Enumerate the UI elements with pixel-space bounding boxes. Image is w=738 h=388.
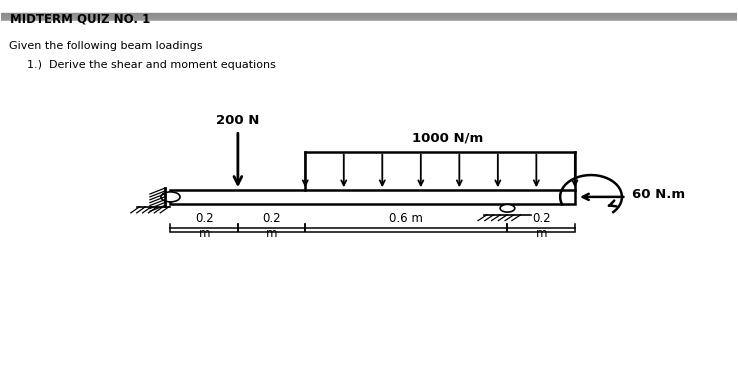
Text: 1.)  Derive the shear and moment equations: 1.) Derive the shear and moment equation… — [27, 60, 276, 70]
Text: 0.2: 0.2 — [195, 212, 213, 225]
Bar — [1, 16, 737, 17]
Text: 0.2: 0.2 — [532, 212, 551, 225]
Bar — [1, 45, 737, 47]
Bar — [1, 30, 737, 31]
Bar — [1, 33, 737, 35]
Bar — [1, 21, 737, 22]
Bar — [170, 190, 575, 204]
Bar — [1, 14, 737, 16]
Text: 200 N: 200 N — [216, 114, 260, 126]
Bar — [1, 41, 737, 42]
Text: m: m — [199, 227, 210, 240]
Bar — [1, 27, 737, 28]
Bar — [1, 53, 737, 55]
Bar — [1, 38, 737, 39]
Bar — [1, 48, 737, 50]
Text: 60 N.m: 60 N.m — [632, 189, 686, 201]
Text: 1000 N/m: 1000 N/m — [412, 132, 483, 145]
Bar — [1, 22, 737, 24]
Bar — [1, 42, 737, 44]
Bar — [1, 50, 737, 52]
Bar — [1, 19, 737, 21]
Circle shape — [161, 192, 180, 202]
Text: m: m — [535, 227, 547, 240]
Bar — [1, 56, 737, 58]
Bar — [1, 36, 737, 38]
Bar — [1, 25, 737, 27]
Bar — [1, 39, 737, 41]
Bar — [1, 35, 737, 36]
Text: 0.2: 0.2 — [262, 212, 281, 225]
Bar — [1, 24, 737, 25]
Text: MIDTERM QUIZ NO. 1: MIDTERM QUIZ NO. 1 — [10, 13, 151, 26]
Circle shape — [500, 204, 515, 212]
Bar — [1, 58, 737, 59]
Bar — [1, 52, 737, 53]
Bar — [1, 28, 737, 30]
Bar — [1, 44, 737, 45]
Bar — [1, 21, 737, 386]
Bar — [1, 17, 737, 19]
Bar — [1, 55, 737, 56]
Bar — [1, 31, 737, 33]
Text: m: m — [266, 227, 277, 240]
Bar — [1, 13, 737, 14]
Text: 0.6 m: 0.6 m — [390, 212, 424, 225]
Text: Given the following beam loadings: Given the following beam loadings — [9, 41, 202, 51]
Bar — [1, 47, 737, 48]
